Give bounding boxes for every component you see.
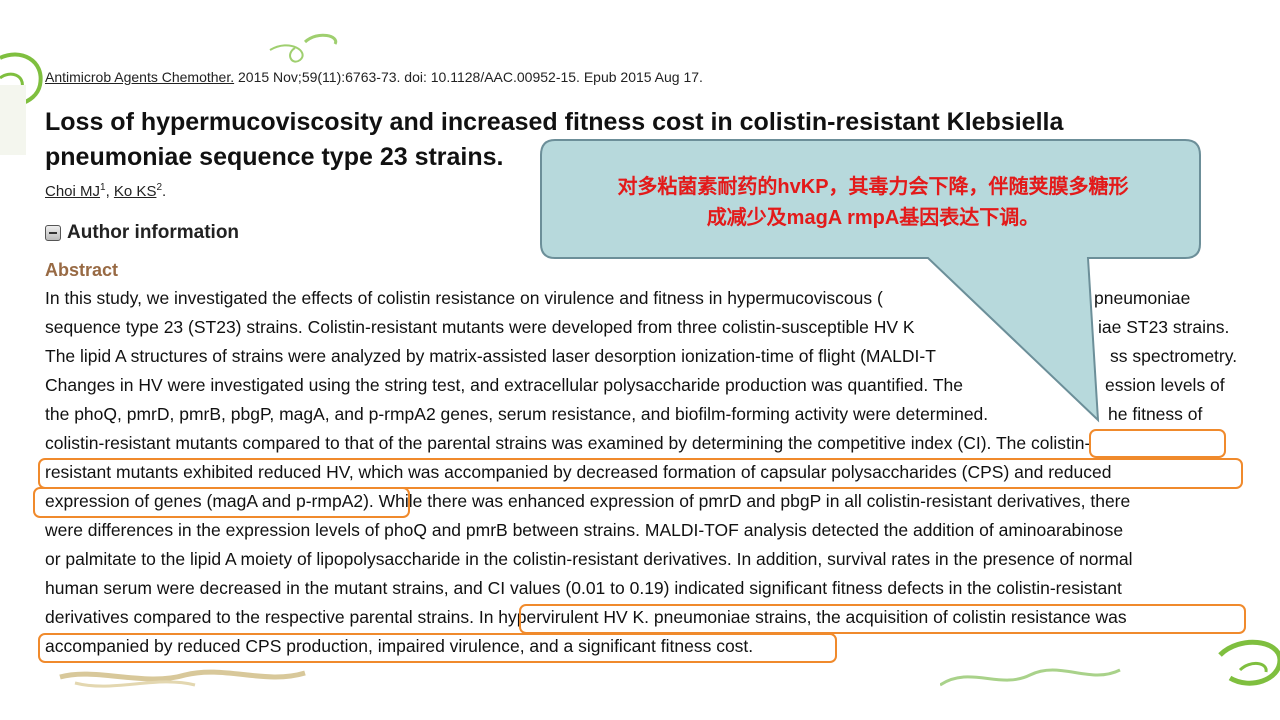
abstract-line: or palmitate to the lipid A moiety of li… xyxy=(45,549,1133,569)
abstract-line-tail: iae ST23 strains. xyxy=(1098,317,1230,337)
collapse-icon[interactable] xyxy=(45,225,61,241)
author-list: Choi MJ1, Ko KS2. xyxy=(45,182,167,200)
abstract-line: sequence type 23 (ST23) strains. Colisti… xyxy=(45,317,915,337)
abstract-line: derivatives compared to the respective p… xyxy=(45,607,1127,627)
abstract-heading: Abstract xyxy=(45,260,119,280)
citation-details: 2015 Nov;59(11):6763-73. doi: 10.1128/AA… xyxy=(234,69,703,85)
decorative-swirl-top-left xyxy=(0,33,338,155)
abstract-line: resistant mutants exhibited reduced HV, … xyxy=(45,462,1112,482)
author-information-label: Author information xyxy=(67,222,240,243)
callout-line-2: 成减少及magA rmpA基因表达下调。 xyxy=(706,207,1040,229)
author-link[interactable]: Choi MJ xyxy=(45,183,101,200)
callout-text: 对多粘菌素耐药的hvKP，其毒力会下降，伴随荚膜多糖形 成减少及magA rmp… xyxy=(548,172,1198,234)
highlight-box xyxy=(33,487,410,518)
abstract-line-tail: ession levels of xyxy=(1105,375,1225,395)
abstract-line-tail: pneumoniae xyxy=(1094,288,1191,308)
highlight-box xyxy=(519,604,1246,634)
abstract-line-tail: ss spectrometry. xyxy=(1110,346,1238,366)
author-affiliation-sup: 1 xyxy=(100,182,106,193)
abstract-line: In this study, we investigated the effec… xyxy=(45,288,883,308)
abstract-line: Changes in HV were investigated using th… xyxy=(45,375,963,395)
decorative-swirl-bottom-right xyxy=(940,639,1280,687)
abstract-line: human serum were decreased in the mutant… xyxy=(45,578,1122,598)
author-information-toggle[interactable]: Author information xyxy=(45,222,239,244)
abstract-line: colistin-resistant mutants compared to t… xyxy=(45,433,1091,453)
abstract-line: were differences in the expression level… xyxy=(45,520,1124,540)
citation-line: Antimicrob Agents Chemother. 2015 Nov;59… xyxy=(45,69,703,85)
abstract-line: expression of genes (magA and p-rmpA2). … xyxy=(45,491,1131,511)
callout-line-1: 对多粘菌素耐药的hvKP，其毒力会下降，伴随荚膜多糖形 xyxy=(617,176,1129,198)
article-title: Loss of hypermucoviscosity and increased… xyxy=(45,108,1064,171)
abstract-line-tail: he fitness of xyxy=(1108,404,1203,424)
journal-link[interactable]: Antimicrob Agents Chemother. xyxy=(45,69,235,85)
highlight-box xyxy=(38,633,837,663)
abstract-line: the phoQ, pmrD, pmrB, pbgP, magA, and p-… xyxy=(45,404,989,424)
highlight-box xyxy=(1089,429,1226,458)
author-affiliation-sup: 2 xyxy=(156,182,163,193)
decorative-swirl-bottom-left xyxy=(59,669,306,688)
abstract-line: The lipid A structures of strains were a… xyxy=(45,346,936,366)
highlight-box xyxy=(38,458,1243,489)
abstract-line: accompanied by reduced CPS production, i… xyxy=(45,636,754,656)
author-link[interactable]: Ko KS xyxy=(113,183,157,200)
